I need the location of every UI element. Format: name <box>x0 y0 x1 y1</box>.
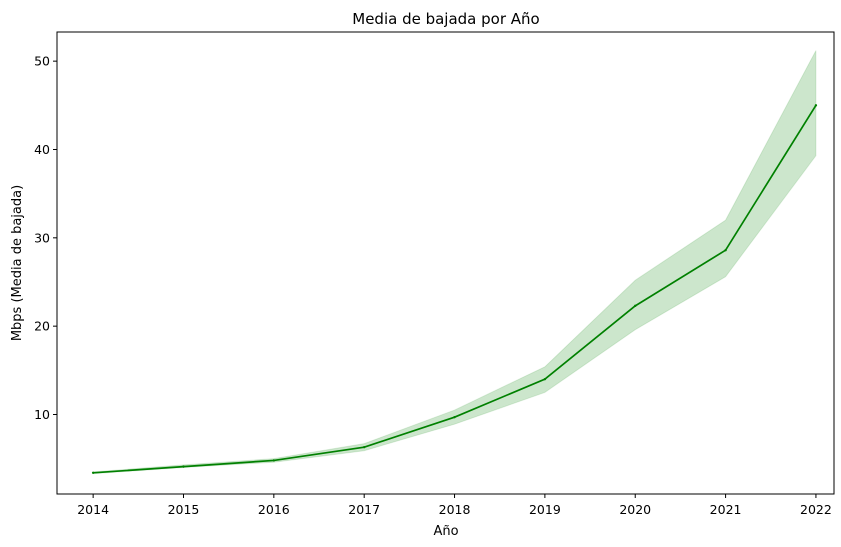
y-axis-label: Mbps (Media de bajada) <box>10 185 25 341</box>
x-tick-label: 2015 <box>168 502 200 517</box>
y-tick-label: 30 <box>34 230 50 245</box>
y-tick-label: 20 <box>34 319 50 334</box>
data-point-2014 <box>91 471 95 474</box>
plot-frame <box>56 31 835 495</box>
x-tick-label: 2014 <box>77 502 109 517</box>
x-axis-label: Año <box>433 524 458 539</box>
x-tick-label: 2016 <box>258 502 290 517</box>
y-tick-label: 40 <box>34 142 50 157</box>
data-point-2021 <box>724 248 727 252</box>
y-axis: 10 20 30 40 50 <box>34 54 57 422</box>
x-tick-label: 2017 <box>348 502 380 517</box>
y-tick-label: 10 <box>34 407 50 422</box>
x-axis: 2014 2015 2016 2017 2018 2019 2020 2021 2022 <box>77 494 832 517</box>
data-point-2016 <box>272 459 276 462</box>
chart-title: Media de bajada por Año <box>352 10 539 28</box>
y-tick-label: 50 <box>34 54 50 69</box>
data-point-2015 <box>182 465 185 468</box>
x-tick-label: 2021 <box>710 502 742 517</box>
x-tick-label: 2022 <box>800 502 832 517</box>
data-point-2017 <box>362 445 366 449</box>
data-point-2018 <box>453 415 456 419</box>
x-tick-label: 2018 <box>439 502 471 517</box>
data-point-2019 <box>543 377 547 381</box>
x-tick-label: 2020 <box>619 502 651 517</box>
confidence-band <box>92 50 817 475</box>
data-point-2022 <box>814 104 818 107</box>
data-point-2020 <box>634 304 637 308</box>
x-tick-label: 2019 <box>529 502 561 517</box>
plot-area <box>56 31 835 495</box>
